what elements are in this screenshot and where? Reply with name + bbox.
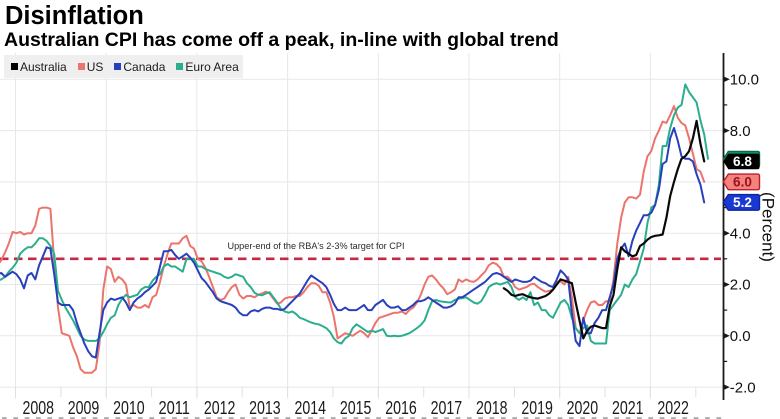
svg-text:6.8: 6.8	[733, 154, 752, 169]
svg-text:2014: 2014	[295, 397, 327, 418]
svg-text:2.0: 2.0	[730, 277, 751, 294]
svg-text:8.0: 8.0	[730, 123, 751, 140]
svg-text:2021: 2021	[612, 397, 644, 418]
svg-text:2012: 2012	[204, 397, 236, 418]
svg-text:Upper-end of the RBA's 2-3% ta: Upper-end of the RBA's 2-3% target for C…	[228, 240, 405, 251]
svg-text:(Percent): (Percent)	[759, 192, 778, 262]
svg-text:2017: 2017	[431, 397, 463, 418]
svg-text:2009: 2009	[68, 397, 100, 418]
svg-text:2008: 2008	[22, 397, 54, 418]
svg-text:-2.0: -2.0	[730, 379, 756, 396]
svg-text:2015: 2015	[340, 397, 372, 418]
svg-text:2020: 2020	[567, 397, 599, 418]
svg-text:2022: 2022	[657, 397, 689, 418]
svg-text:2013: 2013	[249, 397, 281, 418]
svg-text:10.0: 10.0	[730, 72, 759, 89]
svg-text:2011: 2011	[158, 397, 190, 418]
svg-text:0.0: 0.0	[730, 328, 751, 345]
svg-text:2016: 2016	[385, 397, 417, 418]
svg-text:4.0: 4.0	[730, 225, 751, 242]
svg-text:2010: 2010	[113, 397, 145, 418]
svg-text:6.0: 6.0	[733, 175, 752, 190]
svg-text:5.2: 5.2	[733, 195, 752, 210]
svg-text:2019: 2019	[521, 397, 553, 418]
svg-text:2018: 2018	[476, 397, 508, 418]
